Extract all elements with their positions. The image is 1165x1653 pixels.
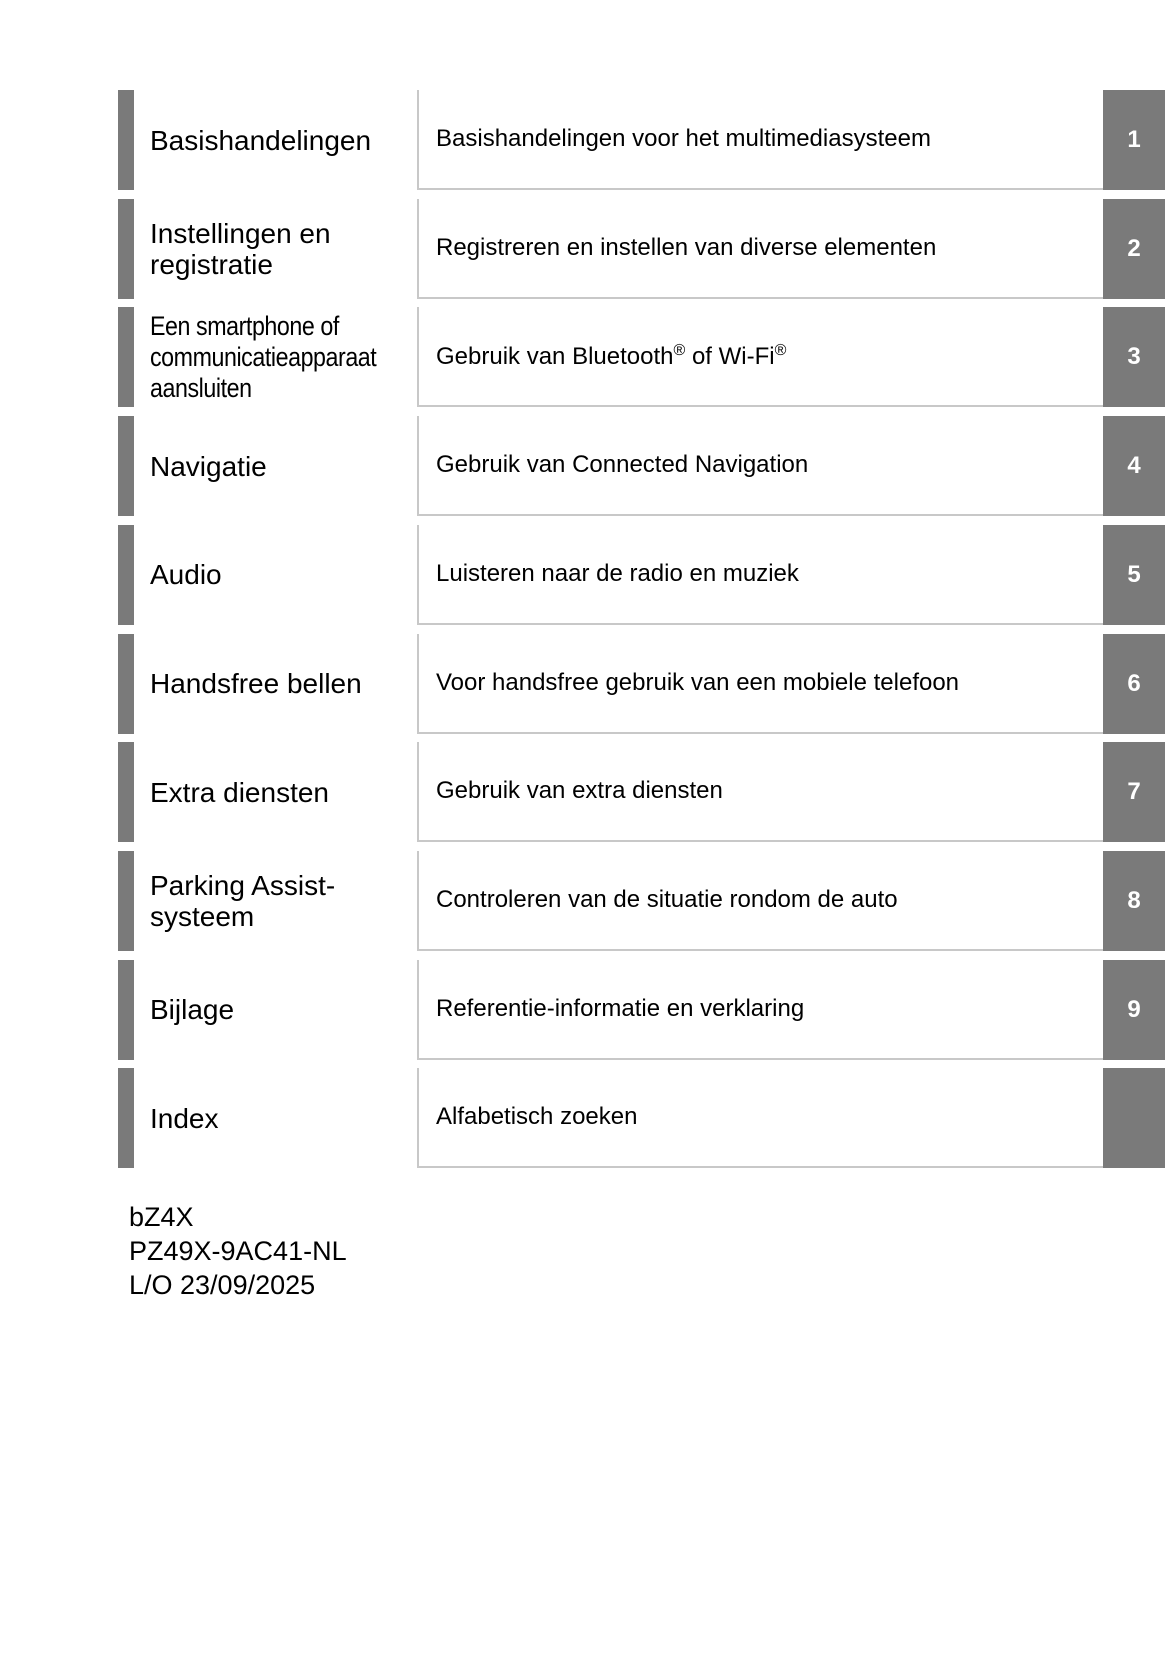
toc-row[interactable]: Instellingen en registratie Registreren e… (118, 198, 1165, 299)
section-title: Bijlage (150, 994, 235, 1026)
section-title: Een smartphone of communicatieapparaat aan… (150, 310, 377, 403)
section-marker (118, 959, 134, 1060)
toc-row[interactable]: Navigatie Gebruik van Connected Navigati… (118, 416, 1165, 517)
toc-row[interactable]: Bijlage Referentie-informatie en verklar… (118, 959, 1165, 1060)
section-description[interactable]: Gebruik van extra diensten (417, 742, 1105, 843)
section-title: Instellingen en registratie (150, 217, 331, 280)
section-number-tab[interactable]: 5 (1103, 524, 1165, 625)
toc-row[interactable]: Audio Luisteren naar de radio en muziek … (118, 524, 1165, 625)
section-description[interactable]: Basishandelingen voor het multimediasyst… (417, 90, 1105, 190)
section-marker (118, 742, 134, 843)
section-title: Basishandelingen (150, 124, 372, 156)
section-number-tab[interactable] (1103, 1068, 1165, 1169)
section-title: Index (150, 1102, 219, 1134)
section-number-tab[interactable]: 4 (1103, 416, 1165, 517)
section-marker (118, 416, 134, 517)
section-marker (118, 524, 134, 625)
section-number-tab[interactable]: 3 (1103, 307, 1165, 408)
document-info: bZ4X PZ49X-9AC41-NL L/O 23/09/2025 (129, 1200, 347, 1302)
section-description[interactable]: Referentie-informatie en verklaring (417, 959, 1105, 1060)
section-marker (118, 850, 134, 951)
section-marker (118, 198, 134, 299)
section-title: Parking Assist-systeem (150, 869, 336, 932)
toc-row[interactable]: Index Alfabetisch zoeken (118, 1068, 1165, 1169)
section-description[interactable]: Alfabetisch zoeken (417, 1068, 1105, 1169)
section-number-tab[interactable]: 7 (1103, 742, 1165, 843)
toc-row[interactable]: Basishandelingen Basishandelingen voor h… (118, 90, 1165, 190)
section-marker (118, 633, 134, 734)
section-number-tab[interactable]: 9 (1103, 959, 1165, 1060)
section-title: Handsfree bellen (150, 668, 362, 699)
section-description[interactable]: Luisteren naar de radio en muziek (417, 524, 1105, 625)
section-description[interactable]: Registreren en instellen van diverse ele… (417, 198, 1105, 299)
section-title: Navigatie (150, 450, 267, 482)
model-name: bZ4X (129, 1202, 194, 1232)
section-marker (118, 90, 134, 190)
section-description[interactable]: Voor handsfree gebruik van een mobiele t… (417, 633, 1105, 734)
toc-row[interactable]: Parking Assist-systeem Controleren van d… (118, 850, 1165, 951)
section-title: Audio (150, 559, 222, 591)
document-date: L/O 23/09/2025 (129, 1270, 316, 1300)
section-description[interactable]: Gebruik van Bluetooth® of Wi-Fi® (417, 307, 1105, 408)
toc-row[interactable]: Handsfree bellen Voor handsfree gebruik … (118, 633, 1165, 734)
section-number-tab[interactable]: 8 (1103, 850, 1165, 951)
section-number-tab[interactable]: 2 (1103, 198, 1165, 299)
section-title: Extra diensten (150, 776, 329, 808)
section-number-tab[interactable]: 1 (1103, 90, 1165, 190)
section-marker (118, 307, 134, 408)
toc-row[interactable]: Extra diensten Gebruik van extra dienste… (118, 742, 1165, 843)
document-code: PZ49X-9AC41-NL (129, 1236, 347, 1266)
toc-row[interactable]: Een smartphone of communicatieapparaat aan… (118, 307, 1165, 408)
section-number-tab[interactable]: 6 (1103, 633, 1165, 734)
section-description[interactable]: Controleren van de situatie rondom de au… (417, 850, 1105, 951)
section-marker (118, 1068, 134, 1169)
section-description[interactable]: Gebruik van Connected Navigation (417, 416, 1105, 517)
